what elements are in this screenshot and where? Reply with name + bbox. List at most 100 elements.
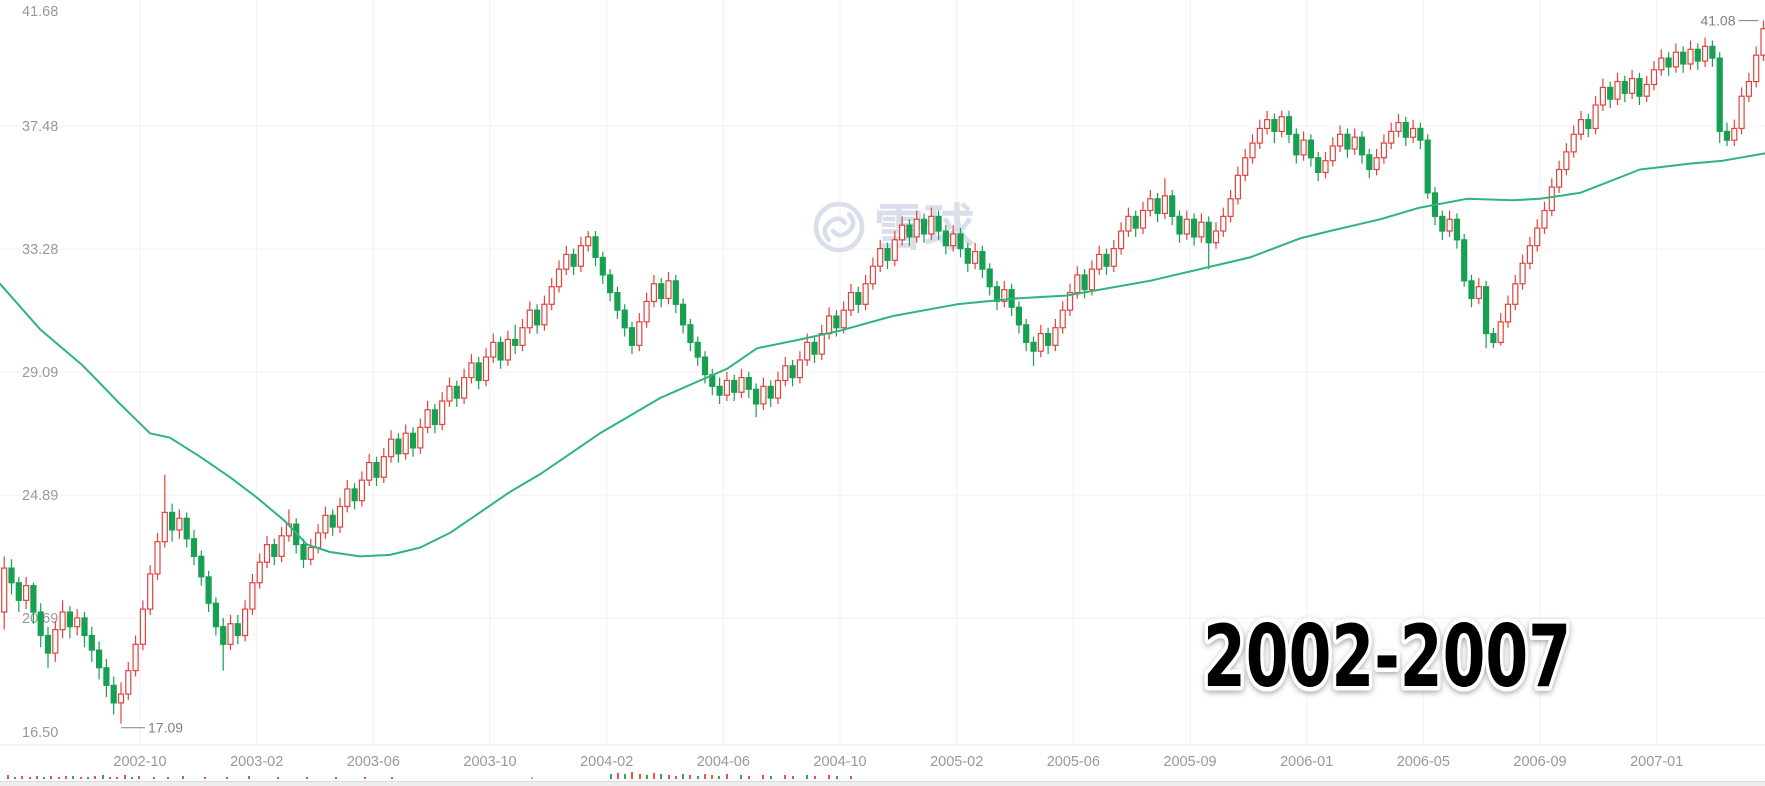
mini-mark [21, 776, 23, 779]
candle-down [1169, 189, 1176, 226]
candle-body [665, 280, 672, 300]
candle-body [1380, 142, 1388, 159]
candle-down [15, 576, 22, 613]
candle-up [278, 527, 285, 563]
candle-body [1315, 157, 1322, 174]
candle-down [30, 582, 37, 624]
candle-down [220, 617, 227, 671]
mini-mark [116, 777, 118, 779]
candle-body [1534, 227, 1541, 247]
candle-up [971, 242, 979, 270]
candle-down [1315, 151, 1322, 182]
candle-body [1409, 127, 1417, 138]
candle-body [1628, 78, 1636, 94]
candle-body [731, 379, 738, 393]
candle-down [1271, 113, 1278, 144]
candle-down [1366, 148, 1373, 179]
candle-up [643, 292, 650, 328]
candle-up [1614, 72, 1621, 105]
candle-body [752, 388, 760, 405]
candle-body [161, 511, 168, 543]
xueqiu-logo-wave-icon [830, 211, 856, 238]
candle-up [891, 231, 898, 267]
candle-up [1198, 213, 1205, 243]
candle-down [66, 606, 74, 639]
candle-body [1015, 306, 1023, 326]
candle-body [1263, 119, 1271, 130]
candle-body [1577, 119, 1585, 135]
x-axis-label: 2005-02 [930, 754, 983, 770]
candle-up [322, 506, 329, 539]
candle-up [446, 377, 453, 407]
candle-body [1300, 139, 1307, 156]
candle-up [723, 371, 731, 402]
candle-body [1351, 136, 1358, 150]
mini-mark [784, 775, 786, 779]
candle-up [555, 260, 563, 293]
mini-mark [646, 775, 648, 779]
candle-body [1205, 221, 1212, 244]
candle-down [658, 277, 665, 308]
candle-up [877, 239, 884, 273]
x-axis-label: 2003-02 [230, 754, 283, 770]
mini-mark [531, 777, 533, 779]
candle-body [1461, 239, 1468, 282]
mini-mark [660, 774, 662, 779]
candle-up [461, 368, 468, 404]
candle-body [935, 215, 942, 232]
candle-body [380, 456, 387, 478]
candle-up [366, 453, 373, 487]
mini-mark [277, 777, 279, 779]
candle-down [1023, 318, 1030, 352]
mini-mark [124, 775, 126, 779]
candle-down [1154, 192, 1161, 223]
y-axis-label: 24.89 [22, 488, 58, 504]
candle-up [336, 497, 344, 533]
candle-body [1687, 48, 1694, 65]
candle-up [117, 682, 125, 724]
candle-up [526, 301, 533, 334]
candle-up [1380, 134, 1388, 164]
candle-down [183, 512, 190, 548]
mini-mark [682, 774, 684, 779]
candle-down [351, 483, 358, 510]
x-axis-label: 2004-02 [580, 754, 633, 770]
candle-down [212, 597, 219, 636]
candle-up [1599, 78, 1607, 111]
candle-body [1285, 116, 1293, 135]
candle-up [439, 392, 446, 431]
candle-body [351, 488, 358, 502]
mini-mark [617, 773, 619, 779]
candle-body [993, 286, 1001, 302]
candle-body [1344, 133, 1351, 150]
candle-body [1672, 51, 1680, 68]
candle-body [95, 649, 103, 669]
candle-body [1081, 274, 1088, 291]
candle-down [453, 380, 460, 407]
candle-down [1723, 122, 1731, 147]
mini-mark [792, 776, 794, 779]
candle-body [446, 385, 453, 402]
candle-down [1285, 110, 1293, 144]
candle-up [1577, 110, 1585, 141]
candle-body [519, 327, 526, 346]
candle-body [1278, 116, 1285, 132]
candle-up [804, 333, 811, 366]
candle-down [687, 318, 694, 352]
candle-body [855, 291, 862, 305]
candle-body [1176, 215, 1183, 235]
mini-mark [726, 774, 728, 779]
candle-down [1665, 52, 1672, 76]
candle-up [1534, 219, 1541, 252]
candle-up [1760, 20, 1765, 62]
candle-up [585, 231, 592, 252]
candle-body [796, 359, 804, 379]
mini-mark [50, 776, 52, 779]
candle-up [636, 313, 643, 352]
candle-body [388, 438, 395, 458]
candle-body [1336, 133, 1344, 147]
candle-down [1081, 269, 1088, 299]
candle-up [147, 565, 154, 615]
candle-body [103, 667, 110, 686]
